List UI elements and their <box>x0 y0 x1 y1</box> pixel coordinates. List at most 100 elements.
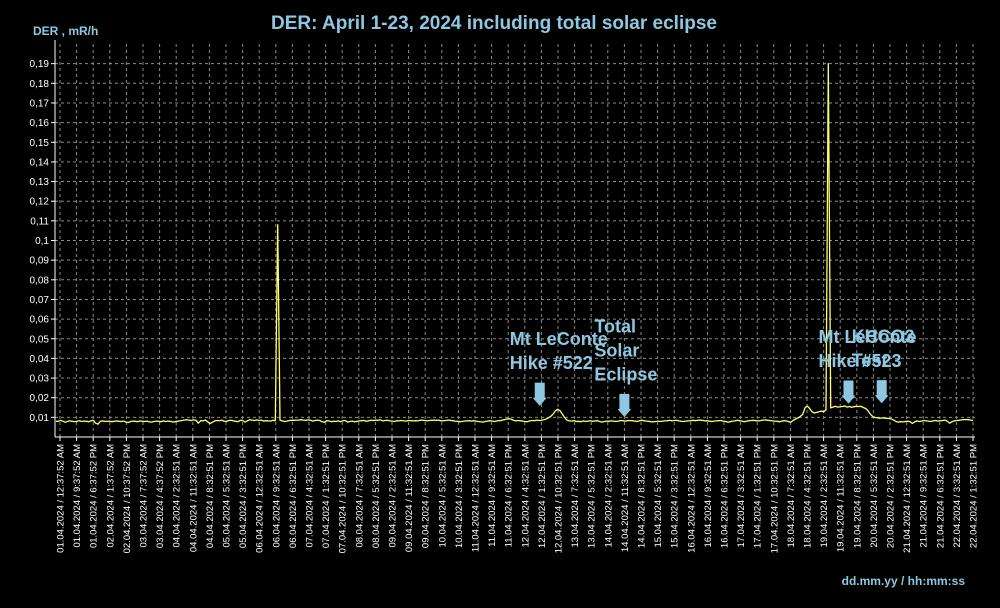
x-tick-label: 12.04.2024 / 1:32:51 PM <box>537 444 548 548</box>
x-tick-label: 20.04.2024 / 2:32:51 PM <box>886 444 897 548</box>
x-tick-label: 05.04.2024 / 5:32:51 AM <box>222 444 233 548</box>
annotation-arrow-icon <box>617 393 631 417</box>
annotation: Mt LeConte Hike #523 <box>819 327 917 404</box>
x-tick-label: 16.04.2024 / 9:32:51 AM <box>703 444 714 548</box>
y-tick-labels: 0,01 0,02 0,03 0,04 0,05 0,06 0,07 0,08 0,09 0,1 0… <box>30 59 50 424</box>
x-tick-label: 16.04.2024 / 6:32:51 PM <box>720 444 731 548</box>
y-tick-label: 0,05 <box>30 334 50 345</box>
x-tick-label: 14.04.2024 / 2:32:51 AM <box>603 444 614 548</box>
y-tick-label: 0,12 <box>30 197 50 208</box>
annotation-text: Hike #523 <box>819 351 902 371</box>
x-tick-label: 12.04.2024 / 10:32:51 PM <box>554 444 565 553</box>
x-tick-label: 01.04.2024 / 9:37:52 AM <box>72 444 83 548</box>
x-tick-label: 17.04.2024 / 1:32:51 PM <box>753 444 764 548</box>
y-tick-label: 0,1 <box>35 236 49 247</box>
x-tick-label: 05.04.2024 / 3:32:51 PM <box>238 444 249 548</box>
x-tick-label: 07.04.2024 / 4:32:51 AM <box>305 444 316 548</box>
y-tick-label: 0,14 <box>30 157 50 168</box>
x-tick-label: 19.04.2024 / 2:32:51 AM <box>819 444 830 548</box>
x-tick-label: 10.04.2024 / 3:32:51 PM <box>454 444 465 548</box>
x-tick-label: 18.04.2024 / 7:32:51 AM <box>786 444 797 548</box>
series-line <box>56 63 974 425</box>
x-tick-label: 04.04.2024 / 8:32:51 PM <box>205 444 216 548</box>
y-tick-label: 0,04 <box>30 354 50 365</box>
x-tick-label: 09.04.2024 / 2:32:51 AM <box>388 444 399 548</box>
x-axis-label: dd.mm.yy / hh:mm:ss <box>842 574 966 588</box>
x-tick-label: 04.04.2024 / 2:32:51 AM <box>172 444 183 548</box>
x-tick-label: 19.04.2024 / 11:32:51 AM <box>836 444 847 552</box>
annotation: KHCO3 Test <box>852 327 915 404</box>
x-tick-labels: 01.04.2024 / 12:37:52 AM 01.04.2024 / 9:3… <box>56 444 980 553</box>
x-tick-label: 21.04.2024 / 6:32:51 PM <box>935 444 946 548</box>
x-tick-label: 15.04.2024 / 5:32:51 AM <box>653 444 664 548</box>
annotation-text: Test <box>852 351 888 371</box>
x-tick-label: 08.04.2024 / 5:32:51 PM <box>371 444 382 548</box>
x-tick-label: 14.04.2024 / 11:32:51 AM <box>620 444 631 552</box>
x-tick-label: 10.04.2024 / 5:32:51 AM <box>437 444 448 548</box>
y-tick-label: 0,03 <box>30 374 50 385</box>
x-tick-label: 15.04.2024 / 3:32:51 PM <box>670 444 681 548</box>
x-tick-label: 13.04.2024 / 7:32:51 AM <box>570 444 581 548</box>
y-tick-label: 0,07 <box>30 295 50 306</box>
y-tick-label: 0,09 <box>30 256 50 267</box>
annotation-text: Hike #522 <box>510 353 593 373</box>
y-tick-label: 0,17 <box>30 98 50 109</box>
annotation-text: Solar <box>594 340 639 360</box>
y-tick-label: 0,02 <box>30 393 50 404</box>
annotation-text: Mt LeConte <box>510 329 608 349</box>
x-tick-label: 13.04.2024 / 5:32:51 PM <box>587 444 598 548</box>
x-tick-label: 07.04.2024 / 10:32:51 PM <box>338 444 349 553</box>
x-tick-label: 16.04.2024 / 12:32:51 AM <box>686 444 697 553</box>
x-tick-label: 07.04.2024 / 1:32:51 PM <box>321 444 332 548</box>
x-tick-label: 03.04.2024 / 4:37:52 PM <box>155 444 166 548</box>
x-tick-label: 02.04.2024 / 1:37:52 AM <box>105 444 116 548</box>
x-tick-label: 19.04.2024 / 8:32:51 PM <box>852 444 863 548</box>
data-series <box>56 63 974 425</box>
x-tick-label: 03.04.2024 / 7:37:52 AM <box>139 444 150 548</box>
x-tick-label: 06.04.2024 / 9:32:51 AM <box>271 444 282 548</box>
x-tick-label: 08.04.2024 / 7:32:51 AM <box>354 444 365 548</box>
x-tick-label: 17.04.2024 / 3:32:51 AM <box>736 444 747 548</box>
y-axis-label: DER , mR/h <box>33 24 98 38</box>
x-tick-label: 06.04.2024 / 6:32:51 PM <box>288 444 299 548</box>
y-tick-label: 0,11 <box>30 216 49 227</box>
x-tick-label: 06.04.2024 / 12:32:51 AM <box>255 444 266 553</box>
x-tick-label: 12.04.2024 / 4:32:51 AM <box>520 444 531 548</box>
y-tick-label: 0,19 <box>30 59 50 70</box>
x-tick-label: 11.04.2024 / 6:32:51 PM <box>504 444 515 547</box>
x-tick-label: 09.04.2024 / 11:32:51 AM <box>404 444 415 552</box>
annotation-arrow-icon <box>533 382 547 406</box>
annotation-text: KHCO3 <box>852 327 915 347</box>
x-tick-label: 01.04.2024 / 6:37:52 PM <box>89 444 100 548</box>
y-tick-label: 0,15 <box>30 138 50 149</box>
x-tick-label: 21.04.2024 / 12:32:51 AM <box>902 444 913 553</box>
axes <box>51 40 975 441</box>
x-tick-label: 22.04.2024 / 1:32:51 PM <box>969 444 980 548</box>
annotation: Mt LeConte Hike #522 <box>510 329 608 406</box>
x-tick-label: 04.04.2024 / 11:32:51 AM <box>188 444 199 552</box>
x-tick-label: 02.04.2024 / 10:37:52 PM <box>122 444 133 553</box>
x-tick-label: 18.04.2024 / 4:32:51 PM <box>803 444 814 548</box>
y-tick-label: 0,18 <box>30 79 50 90</box>
x-tick-label: 01.04.2024 / 12:37:52 AM <box>56 444 67 553</box>
annotation-text: Mt LeConte <box>819 327 917 347</box>
annotation-text: Total <box>594 316 636 336</box>
x-tick-label: 14.04.2024 / 8:32:51 PM <box>637 444 648 548</box>
annotation-text: Eclipse <box>594 364 657 384</box>
x-tick-label: 11.04.2024 / 12:32:51 AM <box>471 444 482 552</box>
annotation: Total Solar Eclipse <box>594 316 657 417</box>
annotation-arrow-icon <box>875 380 889 404</box>
x-tick-label: 21.04.2024 / 9:32:51 AM <box>919 444 930 548</box>
y-tick-label: 0,08 <box>30 275 50 286</box>
x-tick-label: 22.04.2024 / 3:32:51 AM <box>952 444 963 548</box>
x-tick-label: 11.04.2024 / 9:32:51 AM <box>487 444 498 547</box>
x-tick-label: 17.04.2024 / 10:32:51 PM <box>769 444 780 553</box>
x-tick-label: 20.04.2024 / 5:32:51 AM <box>869 444 880 548</box>
y-tick-label: 0,01 <box>30 413 50 424</box>
chart-title: DER: April 1-23, 2024 including total so… <box>271 13 717 34</box>
annotation-arrow-icon <box>842 380 855 404</box>
y-tick-label: 0,13 <box>30 177 50 188</box>
